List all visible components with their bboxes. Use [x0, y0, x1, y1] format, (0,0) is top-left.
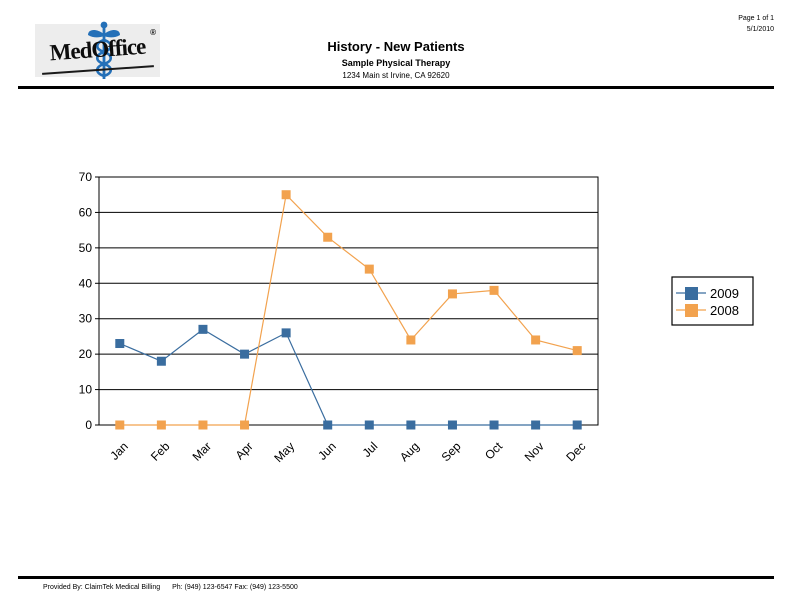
- y-axis-tick-label: 0: [85, 418, 92, 432]
- data-point-marker: [406, 335, 416, 345]
- y-axis-tick-label: 30: [79, 312, 93, 326]
- data-point-marker: [198, 420, 208, 430]
- footer: Provided By: ClaimTek Medical Billing Ph…: [43, 584, 308, 591]
- registered-trademark-symbol: ®: [150, 28, 156, 37]
- data-point-marker: [447, 420, 457, 430]
- medoffice-logo: MedOffice ®: [35, 21, 160, 79]
- legend-label: 2009: [710, 286, 739, 301]
- x-axis-tick-label: Sep: [439, 439, 464, 464]
- y-axis-tick-label: 40: [79, 276, 93, 290]
- data-point-marker: [531, 335, 541, 345]
- data-point-marker: [156, 420, 166, 430]
- data-point-marker: [489, 285, 499, 295]
- x-axis-tick-label: Oct: [482, 439, 506, 463]
- x-axis-tick-label: Jun: [315, 439, 339, 463]
- report-date: 5/1/2010: [746, 26, 774, 33]
- x-axis-tick-label: Nov: [522, 439, 547, 464]
- practice-address: 1234 Main st Irvine, CA 92620: [342, 71, 450, 80]
- data-point-marker: [572, 346, 582, 356]
- x-axis-tick-label: Mar: [190, 439, 215, 464]
- data-point-marker: [447, 289, 457, 299]
- legend-box: [671, 276, 754, 326]
- x-axis-tick-label: Jul: [360, 439, 381, 460]
- y-axis-tick-label: 60: [79, 205, 93, 219]
- report-title: History - New Patients: [327, 39, 465, 54]
- x-axis-tick-label: Feb: [148, 439, 173, 464]
- data-point-marker: [323, 420, 333, 430]
- x-axis-tick-label: Aug: [397, 439, 422, 464]
- data-point-marker: [406, 420, 416, 430]
- page-number: Page 1 of 1: [738, 15, 774, 22]
- data-point-marker: [323, 232, 333, 242]
- y-axis-tick-label: 10: [79, 383, 93, 397]
- x-axis-tick-label: Jan: [107, 439, 131, 463]
- y-axis-tick-label: 20: [79, 347, 93, 361]
- header-rule: [18, 86, 774, 89]
- data-point-marker: [281, 190, 291, 200]
- data-point-marker: [489, 420, 499, 430]
- data-point-marker: [364, 264, 374, 274]
- data-point-marker: [198, 324, 208, 334]
- y-axis-tick-label: 50: [79, 241, 93, 255]
- footer-rule: [18, 576, 774, 579]
- data-point-marker: [115, 339, 125, 349]
- data-point-marker: [364, 420, 374, 430]
- data-point-marker: [115, 420, 125, 430]
- data-point-marker: [531, 420, 541, 430]
- x-axis-tick-label: Dec: [563, 439, 588, 464]
- phone-fax-text: Ph: (949) 123-6547 Fax: (949) 123-5500: [172, 584, 298, 591]
- provided-by-text: Provided By: ClaimTek Medical Billing: [43, 584, 161, 591]
- x-axis-tick-label: Apr: [233, 439, 256, 462]
- data-point-marker: [240, 349, 250, 359]
- data-point-marker: [240, 420, 250, 430]
- practice-name: Sample Physical Therapy: [341, 58, 451, 68]
- data-point-marker: [281, 328, 291, 338]
- legend-label: 2008: [710, 303, 739, 318]
- data-point-marker: [572, 420, 582, 430]
- data-point-marker: [156, 356, 166, 366]
- page-info: Page 1 of 1 5/1/2010: [738, 13, 774, 35]
- y-axis-tick-label: 70: [79, 170, 93, 184]
- x-axis-tick-label: May: [271, 439, 297, 465]
